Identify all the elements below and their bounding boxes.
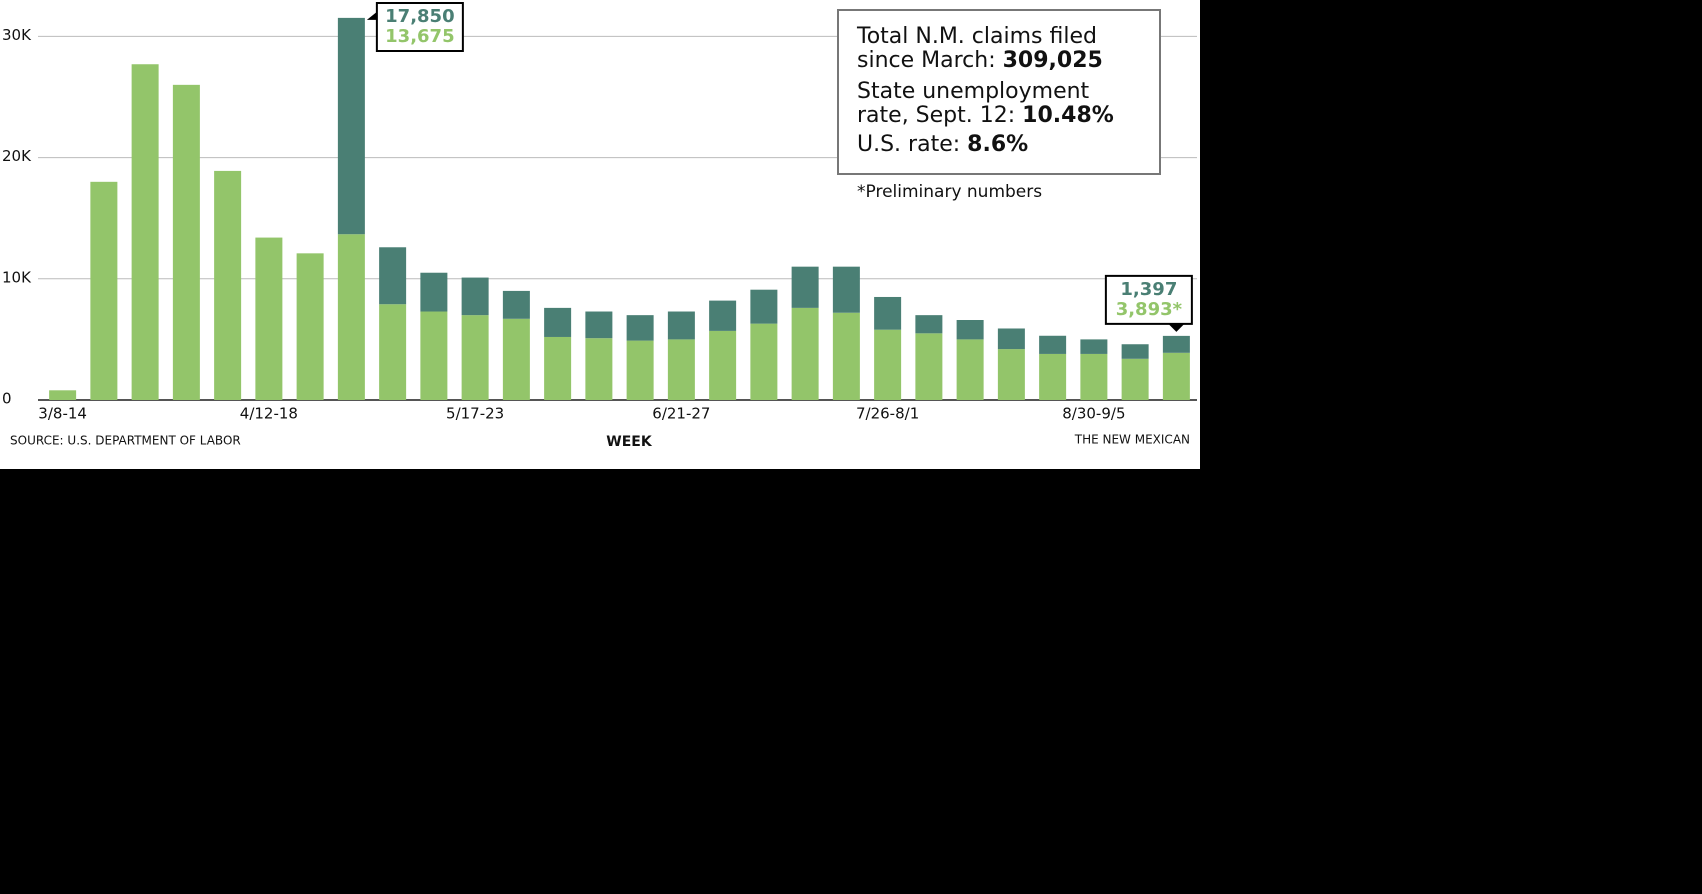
info-text: U.S. rate: 8.6% — [857, 132, 1028, 157]
info-text: since March: 309,025 — [857, 48, 1103, 73]
callout-pointer — [366, 11, 377, 20]
bar-segment — [1080, 339, 1108, 354]
y-tick-label: 0 — [2, 390, 12, 408]
x-tick-label: 8/30-9/5 — [1062, 405, 1125, 423]
info-line: Total N.M. claims filed — [856, 24, 1097, 49]
bar-segment — [750, 323, 778, 400]
bar-segment — [544, 336, 572, 400]
info-value: 8.6% — [967, 132, 1028, 157]
bar-segment — [214, 170, 242, 400]
bar-segment — [1162, 352, 1190, 400]
bar-segment — [874, 296, 902, 330]
bar-segment — [709, 300, 737, 331]
bar-segment — [461, 277, 489, 316]
bar-segment — [1039, 335, 1067, 354]
bar-segment — [420, 272, 448, 312]
bar-segment — [461, 315, 489, 400]
value-label: 17,850 — [385, 6, 454, 27]
info-text: Total N.M. claims filed — [856, 24, 1097, 49]
bar-segment — [956, 339, 984, 400]
bar-segment — [832, 312, 860, 400]
note: *Preliminary numbers — [857, 182, 1042, 202]
info-value: 309,025 — [1003, 48, 1103, 73]
x-tick-label: 4/12-18 — [240, 405, 298, 423]
bar-segment — [667, 311, 695, 340]
bar-segment — [1121, 344, 1149, 359]
callout-pointer — [1168, 323, 1185, 332]
x-tick-label: 3/8-14 — [38, 405, 87, 423]
bar-segment — [502, 318, 530, 400]
bar-segment — [832, 266, 860, 313]
callout-box — [375, 2, 464, 52]
bar-segment — [750, 289, 778, 324]
bar-segment — [874, 329, 902, 400]
bar-segment — [296, 253, 324, 400]
bar-segment — [172, 84, 200, 401]
bar-segment — [1080, 353, 1108, 400]
bar-segment — [956, 320, 984, 340]
bar-segment — [626, 340, 654, 400]
bar-segment — [379, 247, 407, 305]
bar-segment — [626, 315, 654, 341]
source: SOURCE: U.S. DEPARTMENT OF LABOR — [10, 434, 241, 448]
info-box — [837, 9, 1161, 175]
y-tick-label: 20K — [2, 147, 32, 165]
bar-segment — [544, 307, 572, 337]
bar-segment — [255, 237, 283, 400]
bar-segment — [915, 333, 943, 400]
info-line: State unemployment — [857, 79, 1090, 104]
info-line: U.S. rate: — [857, 132, 960, 157]
bar-segment — [337, 234, 365, 400]
bar-segment — [709, 330, 737, 400]
y-tick-label: 30K — [2, 26, 32, 44]
bar-segment — [1121, 358, 1149, 400]
bar-segment — [90, 181, 118, 400]
bar-segment — [502, 290, 530, 319]
callout-box — [1104, 274, 1193, 325]
bar-segment — [997, 349, 1025, 400]
value-label: 3,893* — [1116, 299, 1183, 320]
info-line: since March: — [857, 48, 996, 73]
info-line: rate, Sept. 12: — [857, 103, 1015, 128]
bar-segment — [667, 339, 695, 400]
x-axis-label: WEEK — [606, 434, 653, 450]
credit: THE NEW MEXICAN — [1074, 433, 1190, 447]
bar-segment — [1162, 335, 1190, 353]
bar-segment — [791, 266, 819, 308]
value-label: 13,675 — [385, 26, 454, 47]
bar-segment — [585, 311, 613, 339]
x-tick-label: 5/17-23 — [446, 405, 504, 423]
bar-segment — [420, 311, 448, 400]
bar-segment — [915, 315, 943, 334]
bar-segment — [791, 307, 819, 400]
x-tick-label: 6/21-27 — [652, 405, 710, 423]
x-tick-label: 7/26-8/1 — [856, 405, 919, 423]
info-value: 10.48% — [1022, 103, 1114, 128]
bar-segment — [379, 304, 407, 400]
bar-segment — [997, 328, 1025, 350]
bar-segment — [49, 390, 77, 400]
bar-segment — [131, 64, 159, 400]
info-text: State unemployment — [857, 79, 1090, 104]
y-tick-label: 10K — [2, 268, 32, 286]
value-label: 1,397 — [1120, 279, 1177, 300]
bar-segment — [1039, 353, 1067, 400]
bar-segment — [337, 17, 365, 235]
bar-segment — [585, 338, 613, 400]
info-text: rate, Sept. 12: 10.48% — [857, 103, 1114, 128]
